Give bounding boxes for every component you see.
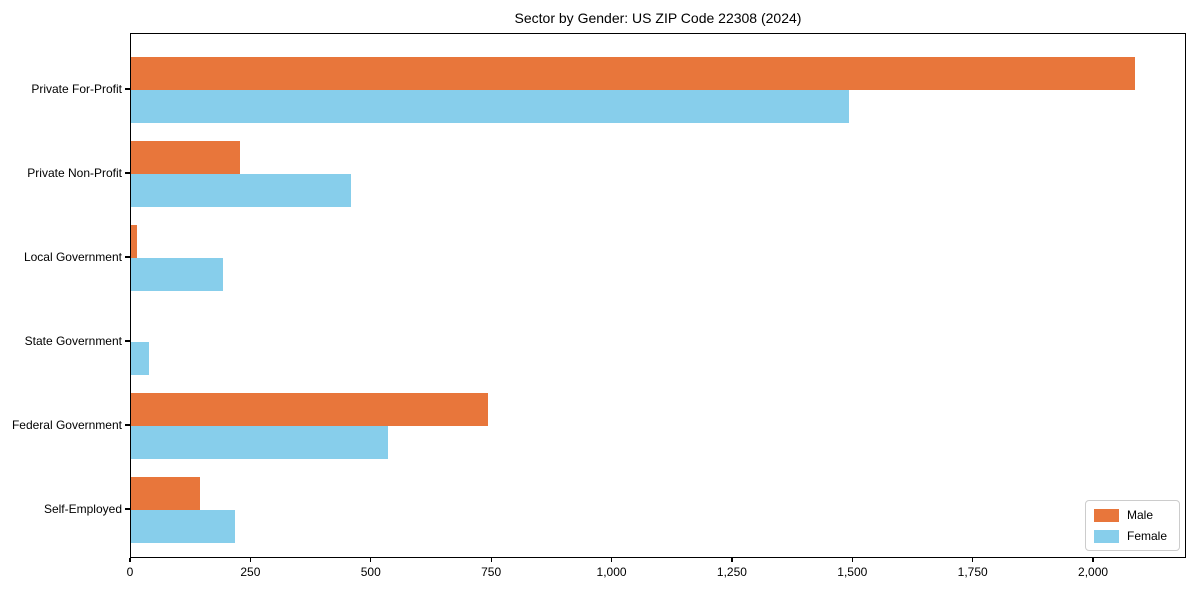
bar-male-local-government [131, 225, 137, 258]
x-tick-mark-0 [129, 558, 131, 562]
y-tick-mark-state-government [125, 340, 130, 342]
bar-male-federal-government [131, 393, 489, 426]
x-tick-label-500: 500 [360, 565, 381, 579]
bars-layer [131, 34, 1185, 557]
legend-label-male: Male [1126, 508, 1153, 522]
x-tick-label-1750: 1,750 [957, 565, 988, 579]
y-tick-label-state-government: State Government [24, 334, 122, 348]
y-tick-mark-federal-government [125, 424, 130, 426]
bar-female-federal-government [131, 426, 388, 459]
bar-female-state-government [131, 342, 150, 375]
legend-item-female: Female [1093, 529, 1167, 543]
y-tick-mark-private-non-profit [125, 172, 130, 174]
bar-male-private-non-profit [131, 141, 241, 174]
y-tick-mark-private-for-profit [125, 88, 130, 90]
y-tick-label-local-government: Local Government [23, 250, 122, 264]
x-tick-mark-2000 [1092, 558, 1094, 562]
y-tick-mark-self-employed [125, 508, 130, 510]
plot-area: Male Female [130, 33, 1186, 558]
legend: Male Female [1084, 500, 1180, 551]
y-tick-label-federal-government: Federal Government [11, 418, 122, 432]
bar-male-self-employed [131, 477, 201, 510]
x-tick-label-750: 750 [481, 565, 502, 579]
y-tick-label-private-non-profit: Private Non-Profit [27, 166, 122, 180]
x-tick-label-2000: 2,000 [1078, 565, 1109, 579]
female-color-swatch [1093, 529, 1119, 543]
y-tick-mark-local-government [125, 256, 130, 258]
bar-female-local-government [131, 258, 223, 291]
x-tick-label-1250: 1,250 [716, 565, 747, 579]
x-tick-mark-1500 [851, 558, 853, 562]
x-tick-label-1500: 1,500 [837, 565, 868, 579]
chart-title: Sector by Gender: US ZIP Code 22308 (202… [514, 10, 802, 26]
y-tick-label-self-employed: Self-Employed [43, 502, 122, 516]
legend-label-female: Female [1126, 529, 1167, 543]
x-tick-label-250: 250 [240, 565, 261, 579]
bar-female-private-non-profit [131, 174, 352, 207]
male-color-swatch [1093, 508, 1119, 522]
bar-male-private-for-profit [131, 57, 1135, 90]
y-tick-label-private-for-profit: Private For-Profit [31, 82, 122, 96]
bar-female-private-for-profit [131, 90, 850, 123]
x-tick-mark-1750 [972, 558, 974, 562]
x-tick-label-1000: 1,000 [596, 565, 627, 579]
bar-female-self-employed [131, 510, 235, 543]
x-tick-mark-1000 [610, 558, 613, 562]
x-tick-label-0: 0 [126, 565, 134, 579]
x-tick-mark-500 [370, 558, 372, 562]
x-tick-mark-1250 [731, 558, 733, 562]
legend-item-male: Male [1093, 508, 1167, 522]
x-tick-mark-250 [249, 558, 251, 562]
x-tick-mark-750 [490, 558, 492, 562]
